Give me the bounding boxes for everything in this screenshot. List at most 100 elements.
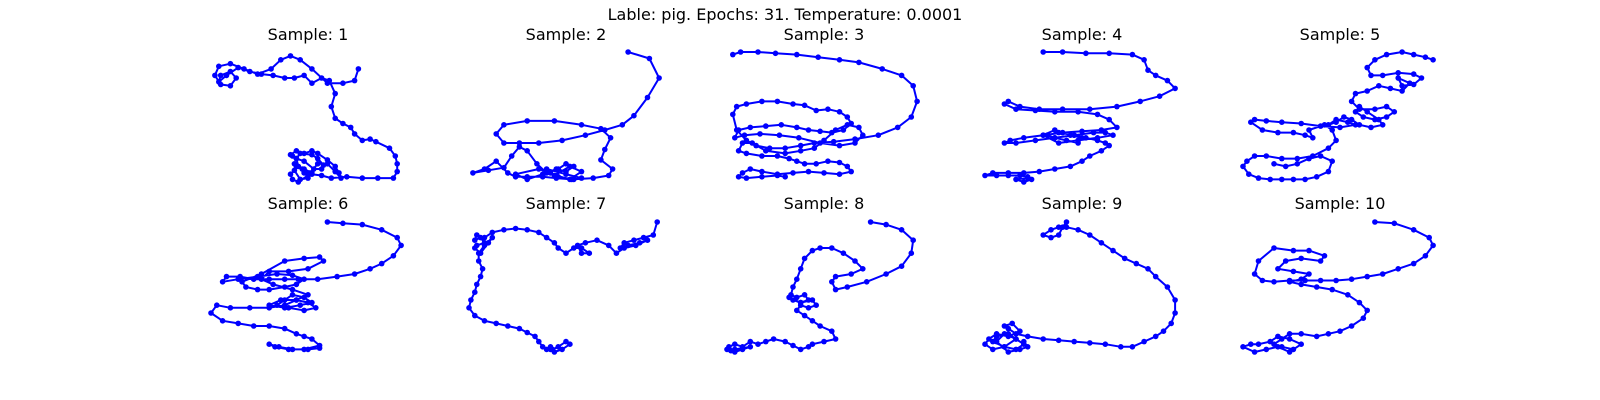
data-point <box>1071 132 1077 138</box>
data-point <box>607 135 614 141</box>
data-point <box>314 155 321 162</box>
data-point <box>227 83 234 89</box>
data-point <box>351 77 358 84</box>
data-point <box>555 174 561 180</box>
data-point <box>821 170 827 176</box>
data-point <box>1290 129 1297 136</box>
data-point <box>830 138 837 145</box>
data-point <box>524 148 530 154</box>
data-point <box>832 127 839 133</box>
data-point <box>759 174 765 180</box>
data-point <box>1395 266 1401 272</box>
data-point <box>516 140 523 146</box>
data-point <box>1302 176 1308 183</box>
data-point <box>347 124 354 131</box>
data-point <box>301 276 307 283</box>
data-point <box>1152 72 1159 79</box>
data-point <box>324 161 331 167</box>
data-point <box>1302 132 1308 138</box>
data-point <box>328 175 335 181</box>
data-point <box>1306 247 1312 254</box>
subplot-title: Sample: 9 <box>1042 194 1123 213</box>
data-point <box>1383 51 1390 58</box>
data-point <box>293 331 300 337</box>
data-point <box>334 273 340 280</box>
data-point <box>1021 338 1027 345</box>
subplot-title: Sample: 7 <box>526 194 607 213</box>
data-point <box>832 336 839 342</box>
data-point <box>309 336 315 342</box>
data-point <box>508 153 515 159</box>
data-point <box>1075 140 1081 146</box>
data-point <box>1110 247 1116 254</box>
data-point <box>1052 135 1058 141</box>
data-point <box>1383 103 1390 110</box>
data-point <box>1279 344 1285 350</box>
data-point <box>270 281 276 288</box>
data-point <box>1271 245 1277 251</box>
data-point <box>1279 176 1285 183</box>
data-point <box>309 148 315 154</box>
data-point <box>1098 148 1105 154</box>
data-point <box>474 281 480 288</box>
stroke-line <box>213 54 399 183</box>
data-point <box>1267 338 1273 345</box>
subplot-4: Sample: 4 <box>982 25 1178 185</box>
data-point <box>1313 174 1320 180</box>
data-point <box>281 325 288 332</box>
data-point <box>1430 242 1436 249</box>
subplot-title: Sample: 1 <box>268 25 349 44</box>
data-point <box>1275 344 1281 350</box>
data-point <box>1048 227 1054 233</box>
data-point <box>250 323 257 329</box>
data-point <box>1145 266 1151 272</box>
data-point <box>359 137 366 144</box>
data-point <box>1290 176 1297 183</box>
data-point <box>301 72 307 79</box>
data-point <box>1246 171 1252 177</box>
data-point <box>1005 331 1012 337</box>
data-point <box>567 176 573 183</box>
subplot-title: Sample: 2 <box>526 25 607 44</box>
data-point <box>493 320 500 327</box>
data-point <box>1152 273 1159 280</box>
data-point <box>549 346 556 353</box>
data-point <box>297 176 304 183</box>
data-point <box>305 299 311 306</box>
data-point <box>536 229 542 236</box>
data-point <box>813 107 819 114</box>
data-point <box>394 161 401 167</box>
data-point <box>821 338 827 345</box>
data-point <box>848 271 854 277</box>
data-point <box>1341 114 1347 120</box>
data-point <box>1345 292 1351 298</box>
data-point <box>737 49 744 55</box>
data-point <box>563 250 569 256</box>
data-point <box>1098 240 1105 246</box>
data-point <box>479 266 486 272</box>
data-point <box>1279 155 1285 162</box>
data-point <box>1290 268 1297 275</box>
data-point <box>1286 331 1293 337</box>
data-point <box>1071 338 1077 345</box>
data-point <box>605 242 612 249</box>
data-point <box>1376 83 1382 89</box>
data-point <box>1286 349 1293 355</box>
data-point <box>1255 258 1262 264</box>
data-point <box>268 66 274 72</box>
data-point <box>840 250 847 256</box>
data-point <box>485 167 492 174</box>
data-point <box>844 163 851 170</box>
data-point <box>1294 155 1301 162</box>
data-point <box>1251 349 1258 355</box>
data-point <box>825 106 831 112</box>
data-point <box>293 148 300 154</box>
data-point <box>1345 119 1351 125</box>
data-point <box>241 66 247 72</box>
data-point <box>1017 172 1023 179</box>
data-point <box>1329 286 1335 293</box>
data-point <box>1329 127 1335 133</box>
data-point <box>505 170 511 176</box>
data-point <box>1255 341 1262 348</box>
data-point <box>266 276 273 283</box>
